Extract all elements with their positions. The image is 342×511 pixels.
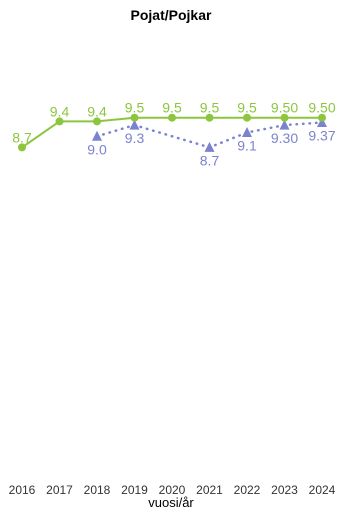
data-label: 8.7 bbox=[12, 129, 32, 145]
data-point bbox=[204, 141, 215, 152]
x-axis-label: vuosi/år bbox=[148, 495, 194, 510]
data-label: 9.0 bbox=[87, 141, 107, 157]
data-label: 9.5 bbox=[125, 100, 145, 116]
data-point bbox=[318, 113, 326, 122]
data-point bbox=[242, 127, 252, 138]
data-label: 9.50 bbox=[271, 100, 298, 116]
data-label: 9.5 bbox=[162, 100, 182, 116]
x-tick-label: 2019 bbox=[121, 483, 148, 497]
data-point bbox=[55, 117, 64, 126]
x-tick-label: 2024 bbox=[309, 483, 336, 497]
series-0: 8.7 9.4 9.4 9.5 9.5 9.5 9.5 9.50 9.50 bbox=[12, 100, 336, 152]
data-point bbox=[93, 117, 101, 126]
data-point bbox=[168, 113, 176, 122]
x-tick-label: 2017 bbox=[46, 483, 73, 497]
data-label: 9.4 bbox=[87, 103, 107, 119]
x-tick-label: 2020 bbox=[159, 483, 186, 497]
data-label: 9.1 bbox=[237, 138, 257, 154]
data-point bbox=[92, 130, 102, 141]
data-point bbox=[18, 143, 26, 152]
data-label: 9.5 bbox=[237, 100, 257, 116]
data-label: 8.7 bbox=[200, 152, 220, 168]
data-label: 9.3 bbox=[125, 130, 145, 146]
data-label: 9.5 bbox=[200, 100, 220, 116]
data-point bbox=[317, 117, 327, 128]
x-axis-ticks: 2016 2017 2018 2019 2020 2021 2022 2023 2024 bbox=[9, 483, 336, 497]
x-tick-label: 2018 bbox=[84, 483, 111, 497]
chart-title: Pojat/Pojkar bbox=[131, 7, 212, 23]
data-label: 9.37 bbox=[308, 128, 335, 144]
data-point bbox=[279, 119, 290, 130]
data-point bbox=[243, 113, 251, 122]
data-label: 9.50 bbox=[308, 100, 335, 116]
data-point bbox=[280, 113, 289, 122]
series-line bbox=[95, 121, 324, 149]
x-tick-label: 2016 bbox=[9, 483, 36, 497]
x-tick-label: 2021 bbox=[196, 483, 223, 497]
data-point bbox=[205, 113, 214, 122]
data-point bbox=[129, 119, 140, 130]
data-label: 9.30 bbox=[271, 130, 298, 146]
x-tick-label: 2023 bbox=[271, 483, 298, 497]
series-1: 9.0 9.3 8.7 9.1 9.30 9.37 bbox=[87, 117, 336, 168]
x-tick-label: 2022 bbox=[234, 483, 261, 497]
data-point bbox=[130, 113, 139, 122]
data-label: 9.4 bbox=[50, 103, 70, 119]
series-layer: 9.09.38.79.1 9.30 9.378.79.4 9.4 9.5 9.5 9.5 9.… bbox=[12, 100, 336, 169]
